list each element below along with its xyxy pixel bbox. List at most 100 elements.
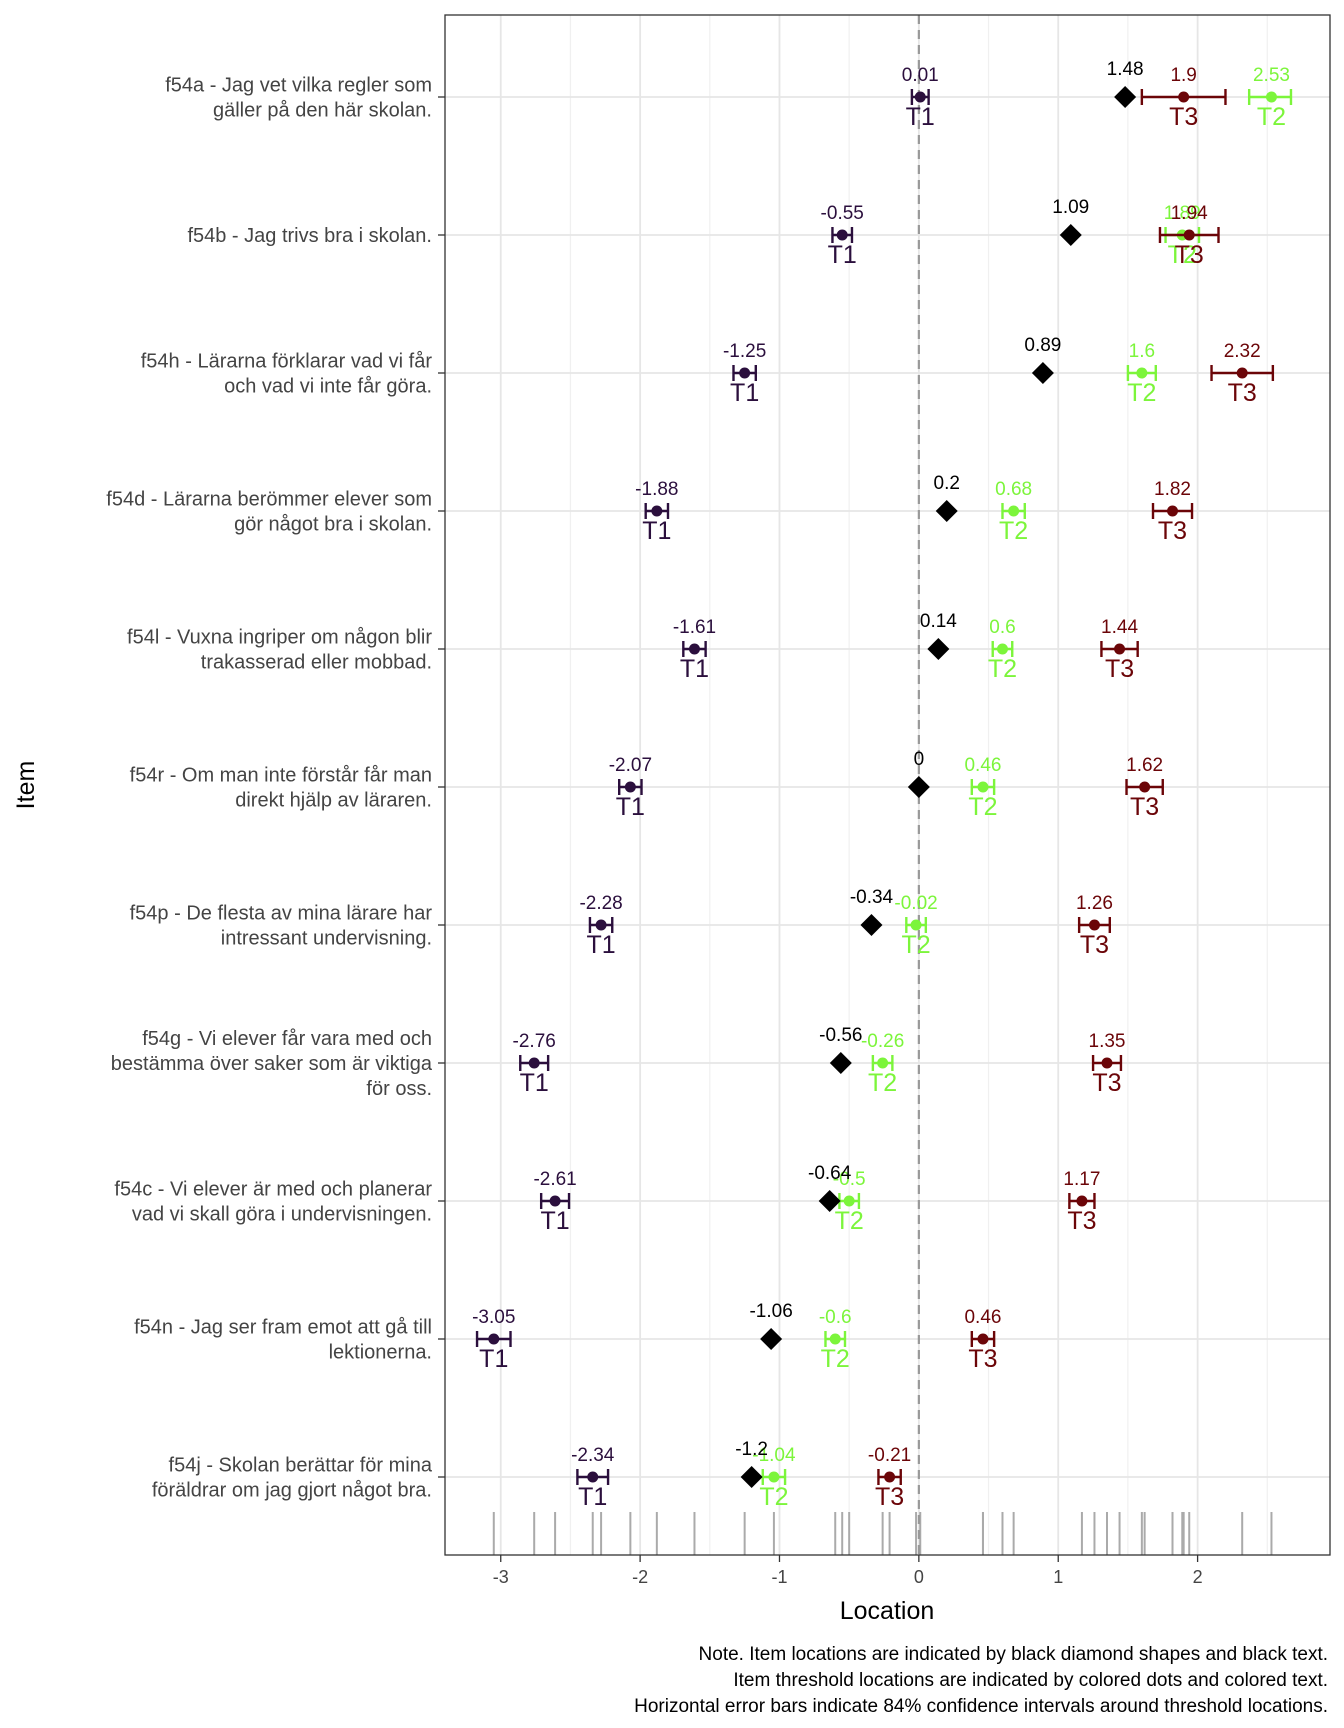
- item-label: för oss.: [366, 1078, 432, 1100]
- item-label: direkt hjälp av läraren.: [235, 790, 432, 812]
- threshold-point: [1088, 919, 1100, 931]
- threshold-name-label: T1: [828, 241, 857, 269]
- threshold-value-label: -0.21: [868, 1445, 911, 1466]
- threshold-name-label: T1: [578, 1483, 607, 1511]
- item-label: vad vi skall göra i undervisningen.: [132, 1204, 432, 1226]
- threshold-point: [595, 919, 607, 931]
- threshold-name-label: T3: [1175, 241, 1204, 269]
- item-location-label: -1.2: [735, 1439, 768, 1460]
- item-location-diamond: [818, 1190, 841, 1212]
- item-location-label: -1.06: [749, 1301, 792, 1322]
- threshold-value-label: -0.55: [821, 203, 864, 224]
- threshold-name-label: T1: [616, 793, 645, 821]
- threshold-point: [768, 1471, 780, 1483]
- item-row: -2.28 T1 -0.02 T2 1.26 T3 -0.34: [579, 887, 1113, 959]
- item-row: -3.05 T1 -0.6 T2 0.46 T3 -1.06: [472, 1301, 1001, 1373]
- item-location-diamond: [935, 500, 958, 522]
- threshold-value-label: -2.07: [609, 755, 652, 776]
- item-location-label: -0.56: [819, 1025, 862, 1046]
- threshold-point: [1236, 367, 1248, 379]
- item-location-diamond: [1114, 86, 1137, 108]
- item-location-label: -0.64: [808, 1163, 852, 1184]
- threshold-value-label: 1.9: [1170, 65, 1196, 86]
- threshold-value-label: -0.26: [861, 1031, 904, 1052]
- item-location-diamond: [760, 1328, 783, 1350]
- item-label: bestämma över saker som är viktiga: [111, 1053, 433, 1075]
- note-line-3: Horizontal error bars indicate 84% confi…: [634, 1696, 1328, 1717]
- item-location-diamond: [860, 914, 883, 936]
- threshold-name-label: T1: [479, 1345, 508, 1373]
- threshold-point: [624, 781, 636, 793]
- note-block: Note. Item locations are indicated by bl…: [634, 1644, 1328, 1717]
- threshold-point: [549, 1195, 561, 1207]
- item-location-label: 0: [914, 749, 925, 770]
- threshold-value-label: 0.68: [995, 479, 1032, 500]
- threshold-point: [1136, 367, 1148, 379]
- threshold-value-label: 1.26: [1076, 893, 1113, 914]
- threshold-value-label: -2.61: [533, 1169, 576, 1190]
- threshold-name-label: T2: [1127, 379, 1156, 407]
- data-layer: 0.01 T1 2.53 T2 1.9 T3 1.48 -0.55 T1 1.89 T2 1.94 T3…: [472, 59, 1293, 1511]
- note-line-1: Note. Item locations are indicated by bl…: [699, 1644, 1328, 1665]
- item-label: intressant undervisning.: [221, 928, 432, 950]
- threshold-point: [977, 1333, 989, 1345]
- threshold-value-label: -0.6: [819, 1307, 852, 1328]
- threshold-point: [1265, 91, 1277, 103]
- threshold-value-label: -0.02: [894, 893, 937, 914]
- item-label: trakasserad eller mobbad.: [201, 652, 432, 674]
- threshold-value-label: 1.62: [1126, 755, 1163, 776]
- threshold-name-label: T2: [868, 1069, 897, 1097]
- x-tick-label: -1: [771, 1567, 787, 1587]
- item-row: -1.61 T1 0.6 T2 1.44 T3 0.14: [673, 611, 1139, 683]
- threshold-point: [914, 91, 926, 103]
- threshold-value-label: 0.01: [902, 65, 939, 86]
- item-label: f54j - Skolan berättar för mina: [169, 1455, 433, 1477]
- item-location-label: 0.14: [920, 611, 957, 632]
- threshold-value-label: 0.6: [989, 617, 1015, 638]
- threshold-point: [1183, 229, 1195, 241]
- item-label: föräldrar om jag gjort något bra.: [152, 1480, 432, 1502]
- threshold-value-label: 1.89: [1164, 203, 1201, 224]
- threshold-value-label: 1.35: [1089, 1031, 1126, 1052]
- threshold-name-label: T2: [1168, 241, 1197, 269]
- threshold-value-label: -0.5: [833, 1169, 866, 1190]
- item-label: lektionerna.: [329, 1342, 432, 1364]
- item-label: f54h - Lärarna förklarar vad vi får: [141, 351, 433, 373]
- threshold-name-label: T2: [988, 655, 1017, 683]
- threshold-value-label: -1.04: [752, 1445, 796, 1466]
- threshold-point: [1139, 781, 1151, 793]
- item-label: f54a - Jag vet vilka regler som: [165, 75, 432, 97]
- x-axis-ticks: -3 -2 -1 0 1 2: [493, 1555, 1203, 1587]
- threshold-value-label: -2.76: [513, 1031, 556, 1052]
- y-axis-title: Item: [12, 761, 40, 810]
- threshold-point: [910, 919, 922, 931]
- item-row: -1.88 T1 0.68 T2 1.82 T3 0.2: [635, 473, 1194, 545]
- threshold-name-label: T1: [906, 103, 935, 131]
- item-label: gör något bra i skolan.: [234, 514, 432, 536]
- item-label: f54n - Jag ser fram emot att gå till: [134, 1317, 432, 1339]
- threshold-name-label: T3: [1092, 1069, 1121, 1097]
- item-location-label: 1.48: [1107, 59, 1144, 80]
- item-label: f54g - Vi elever får vara med och: [142, 1028, 432, 1050]
- threshold-name-label: T2: [968, 793, 997, 821]
- item-row: 0.01 T1 2.53 T2 1.9 T3 1.48: [902, 59, 1293, 131]
- threshold-name-label: T1: [730, 379, 759, 407]
- item-row: -2.61 T1 -0.5 T2 1.17 T3 -0.64: [533, 1163, 1100, 1235]
- threshold-point: [1167, 505, 1179, 517]
- threshold-point: [843, 1195, 855, 1207]
- threshold-value-label: 1.94: [1171, 203, 1208, 224]
- threshold-point: [1008, 505, 1020, 517]
- item-label: f54b - Jag trivs bra i skolan.: [187, 225, 432, 247]
- plot-border: [444, 14, 1331, 1556]
- item-location-diamond: [927, 638, 950, 660]
- threshold-point: [977, 781, 989, 793]
- threshold-name-label: T3: [875, 1483, 904, 1511]
- item-location-diamond: [907, 776, 930, 798]
- threshold-name-label: T3: [1228, 379, 1257, 407]
- threshold-value-label: -1.88: [635, 479, 678, 500]
- threshold-point: [651, 505, 663, 517]
- threshold-name-label: T2: [835, 1207, 864, 1235]
- item-label: f54p - De flesta av mina lärare har: [130, 903, 433, 925]
